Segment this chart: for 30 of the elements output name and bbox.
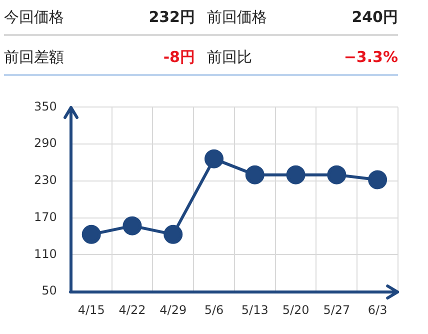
point — [122, 216, 142, 236]
x-tick-label: 4/29 — [160, 302, 187, 317]
text: −3.3% — [342, 48, 398, 66]
text: 240円 — [350, 8, 398, 26]
y-tick-label: 170 — [34, 210, 57, 224]
point — [204, 149, 224, 168]
text: 前回比 — [207, 48, 253, 66]
point — [368, 170, 388, 190]
x-tick-label: 6/3 — [368, 302, 388, 317]
point — [245, 165, 264, 184]
y-tick-label: 290 — [34, 136, 57, 150]
x-tick-label: 5/27 — [323, 302, 350, 317]
y-tick-label: 110 — [34, 246, 57, 261]
x-tick-label: 4/22 — [118, 302, 146, 317]
text: 232円 — [148, 8, 196, 26]
point — [327, 165, 346, 184]
point — [82, 224, 101, 244]
text: 前回価格 — [207, 8, 268, 26]
x-tick-label: 4/15 — [78, 302, 105, 317]
point — [164, 224, 183, 244]
point — [286, 165, 306, 184]
x-tick-label: 5/6 — [204, 302, 224, 317]
y-tick-label: 230 — [34, 173, 57, 188]
x-tick-label: 5/20 — [282, 302, 310, 317]
x-tick-label: 5/13 — [241, 302, 268, 317]
text: 今回価格 — [4, 8, 65, 26]
text: -8円 — [162, 48, 196, 66]
text: 前回差額 — [4, 48, 65, 66]
y-tick-label: 50 — [42, 284, 57, 298]
y-tick-label: 350 — [34, 99, 57, 114]
